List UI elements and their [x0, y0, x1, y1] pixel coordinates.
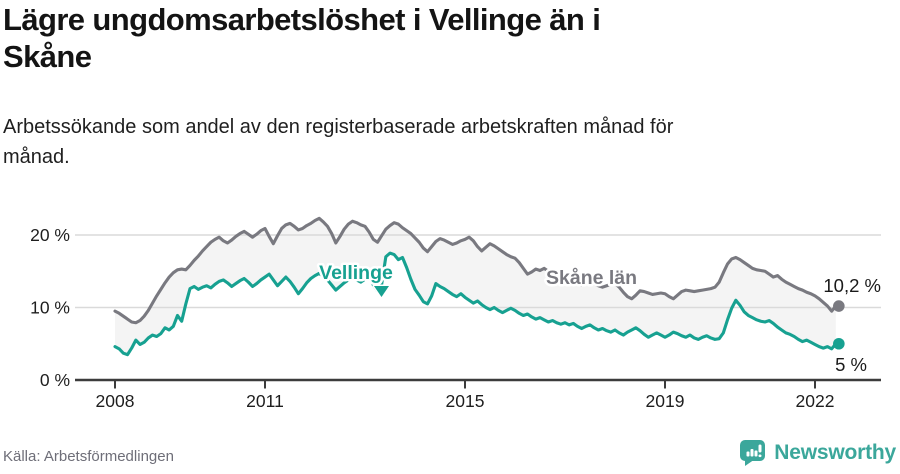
- vellinge-series-label: Vellinge: [319, 262, 393, 284]
- logo-bar-2: [750, 449, 754, 457]
- x-tick-label-2019: 2019: [646, 391, 685, 411]
- vellinge-label-arrow-icon: [372, 284, 391, 299]
- y-tick-label-10: 10 %: [30, 298, 70, 318]
- logo-bar-3: [754, 450, 758, 457]
- newsworthy-logo: Newsworthy: [739, 438, 896, 468]
- source-attribution: Källa: Arbetsförmedlingen: [3, 448, 174, 465]
- logo-bar-1: [746, 451, 750, 457]
- skane-line: [113, 216, 838, 325]
- page-title-line-1: Lägre ungdomsarbetslöshet i Vellinge än …: [3, 2, 601, 37]
- chart-subtitle-line-1: Arbetssökande som andel av den registerb…: [3, 116, 674, 138]
- chart-svg: 0 % 10 % 20 % 2008 2011 2015 2019 2022 Vellinge S…: [30, 216, 883, 411]
- y-tick-label-20: 20 %: [30, 225, 70, 245]
- newsworthy-logo-text: Newsworthy: [774, 441, 896, 464]
- x-tick-label-2015: 2015: [446, 391, 485, 411]
- x-tick-label-2011: 2011: [246, 391, 284, 411]
- unemployment-line-chart: 0 % 10 % 20 % 2008 2011 2015 2019 2022 Vellinge S…: [0, 195, 900, 427]
- page-title: Lägre ungdomsarbetslöshet i Vellinge än …: [3, 1, 883, 75]
- logo-exclamation-bar: [758, 444, 762, 453]
- page-title-line-2: Skåne: [3, 39, 92, 74]
- skane-end-value-label: 10,2 %: [823, 275, 881, 296]
- skane-end-dot: [833, 300, 845, 312]
- x-tick-label-2022: 2022: [796, 391, 835, 411]
- newsworthy-logo-icon: [740, 440, 766, 466]
- y-tick-label-0: 0 %: [40, 370, 70, 390]
- x-tick-label-2008: 2008: [96, 391, 135, 411]
- vellinge-end-dot: [833, 337, 845, 350]
- chart-subtitle: Arbetssökande som andel av den registerb…: [3, 112, 863, 172]
- skane-series-label: Skåne län: [546, 266, 637, 289]
- logo-exclamation-dot: [758, 454, 762, 458]
- vellinge-line: [113, 251, 838, 357]
- vellinge-end-value-label: 5 %: [835, 354, 867, 375]
- chart-subtitle-line-2: månad.: [3, 146, 70, 168]
- between-series-band: [115, 218, 836, 355]
